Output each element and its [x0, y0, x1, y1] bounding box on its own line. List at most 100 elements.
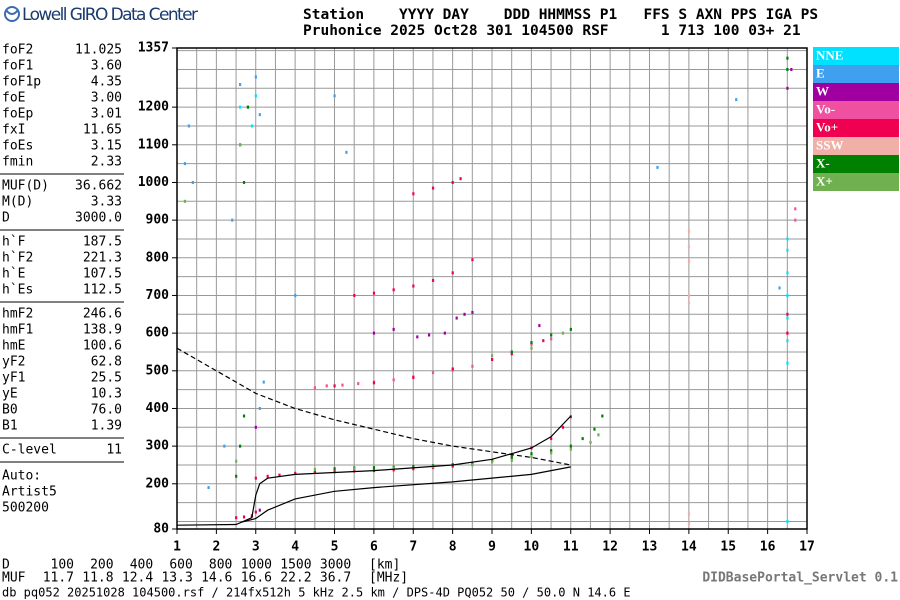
legend-swatch	[813, 137, 899, 155]
param-label: foEp	[2, 107, 33, 122]
echo-point	[510, 458, 513, 462]
echo-point	[471, 461, 474, 465]
echo-point	[786, 316, 789, 320]
muf-value: 11.7	[43, 571, 74, 586]
echo-point	[687, 245, 691, 249]
param-label: foF1	[2, 59, 33, 74]
servlet: DIDBasePortal_Servlet 0.1	[702, 571, 898, 586]
echo-point	[550, 337, 553, 341]
echo-point	[656, 165, 659, 169]
auto-text: Auto:	[2, 469, 41, 484]
muf-value: 11.8	[82, 571, 113, 586]
muf-value: 14.6	[201, 571, 232, 586]
echo-point	[254, 476, 257, 480]
x-tick-label: 1	[173, 540, 181, 555]
logo-icon	[4, 6, 20, 22]
echo-point	[313, 386, 317, 390]
param-value: 36.662	[75, 179, 122, 194]
echo-point	[593, 427, 596, 431]
d-value: 400	[130, 558, 153, 573]
echo-point	[530, 342, 533, 346]
echo-point	[471, 258, 474, 262]
echo-point	[313, 467, 317, 471]
param-value: 112.5	[83, 283, 122, 298]
param-value: 4.35	[91, 75, 122, 90]
param-value: 62.8	[91, 355, 122, 370]
param-value: 10.3	[91, 387, 122, 402]
auto-text: 500200	[2, 501, 49, 516]
echo-point	[491, 358, 494, 362]
muf-value: 36.7	[320, 571, 351, 586]
profile-curve	[176, 347, 571, 466]
y-tick-label: 1100	[138, 137, 169, 152]
x-tick-label: 2	[212, 540, 220, 555]
echo-point	[491, 458, 494, 462]
x-tick-label: 11	[563, 540, 579, 555]
echo-point	[278, 473, 281, 477]
echo-point	[735, 98, 738, 102]
param-value: 246.6	[83, 307, 122, 322]
profile-curve	[239, 466, 571, 524]
param-label: hmF1	[2, 323, 33, 338]
echo-point	[250, 124, 254, 128]
echo-point	[786, 339, 789, 343]
echo-point	[242, 414, 246, 418]
param-value: 107.5	[83, 267, 122, 282]
echo-point	[187, 124, 191, 128]
muf-value: 12.4	[122, 571, 153, 586]
d-value: 100	[51, 558, 74, 573]
param-label: foEs	[2, 139, 33, 154]
echo-point	[786, 331, 789, 335]
param-value: 11.025	[75, 43, 122, 58]
echo-point	[341, 383, 344, 387]
echo-point	[550, 333, 553, 337]
echo-point	[569, 447, 572, 451]
param-label: M(D)	[2, 195, 33, 210]
legend-label: W	[816, 83, 829, 98]
echo-point	[542, 339, 545, 343]
y-tick-label: 800	[146, 250, 170, 265]
param-value: 76.0	[91, 403, 122, 418]
echo-point	[597, 433, 600, 437]
echo-point	[794, 218, 797, 222]
x-tick-label: 10	[524, 540, 540, 555]
echo-point	[451, 271, 454, 275]
logo-text: Lowell GIRO Data Center	[22, 5, 198, 25]
param-label: foE	[2, 91, 25, 106]
echo-point	[561, 425, 565, 429]
echo-point	[294, 471, 297, 475]
legend-swatch	[813, 119, 899, 137]
echo-point	[687, 301, 691, 305]
echo-point	[491, 460, 494, 464]
echo-point	[254, 425, 257, 429]
param-value: 3.15	[91, 139, 122, 154]
echo-point	[353, 467, 356, 471]
header-line: Pruhonice 2025 Oct28 301 104500 RSF 1 71…	[303, 23, 801, 39]
echo-point	[333, 470, 336, 474]
echo-point	[786, 86, 789, 90]
muf-value: 16.6	[241, 571, 272, 586]
x-tick-label: 13	[642, 540, 658, 555]
echo-point	[550, 449, 553, 453]
echo-point	[459, 177, 462, 181]
echo-point	[333, 467, 336, 471]
echo-point	[372, 381, 376, 385]
legend-swatch	[813, 47, 899, 65]
echo-point	[778, 286, 781, 290]
echo-point	[333, 94, 336, 98]
profile-curve	[176, 415, 572, 526]
echo-point	[372, 331, 376, 335]
legend-swatch	[813, 83, 899, 101]
param-label: yE	[2, 387, 18, 402]
echo-point	[455, 316, 458, 320]
footer: db pq052 20251028 104500.rsf / 214fx512h…	[2, 586, 631, 600]
echo-point	[471, 310, 474, 314]
echo-point	[294, 293, 297, 297]
legend-label: SSW	[816, 137, 843, 152]
echo-point	[569, 327, 572, 331]
param-label: foF1p	[2, 75, 41, 90]
echo-point	[510, 455, 513, 459]
param-value: 187.5	[83, 235, 122, 250]
legend-swatch	[813, 173, 899, 191]
echo-point	[510, 454, 513, 458]
